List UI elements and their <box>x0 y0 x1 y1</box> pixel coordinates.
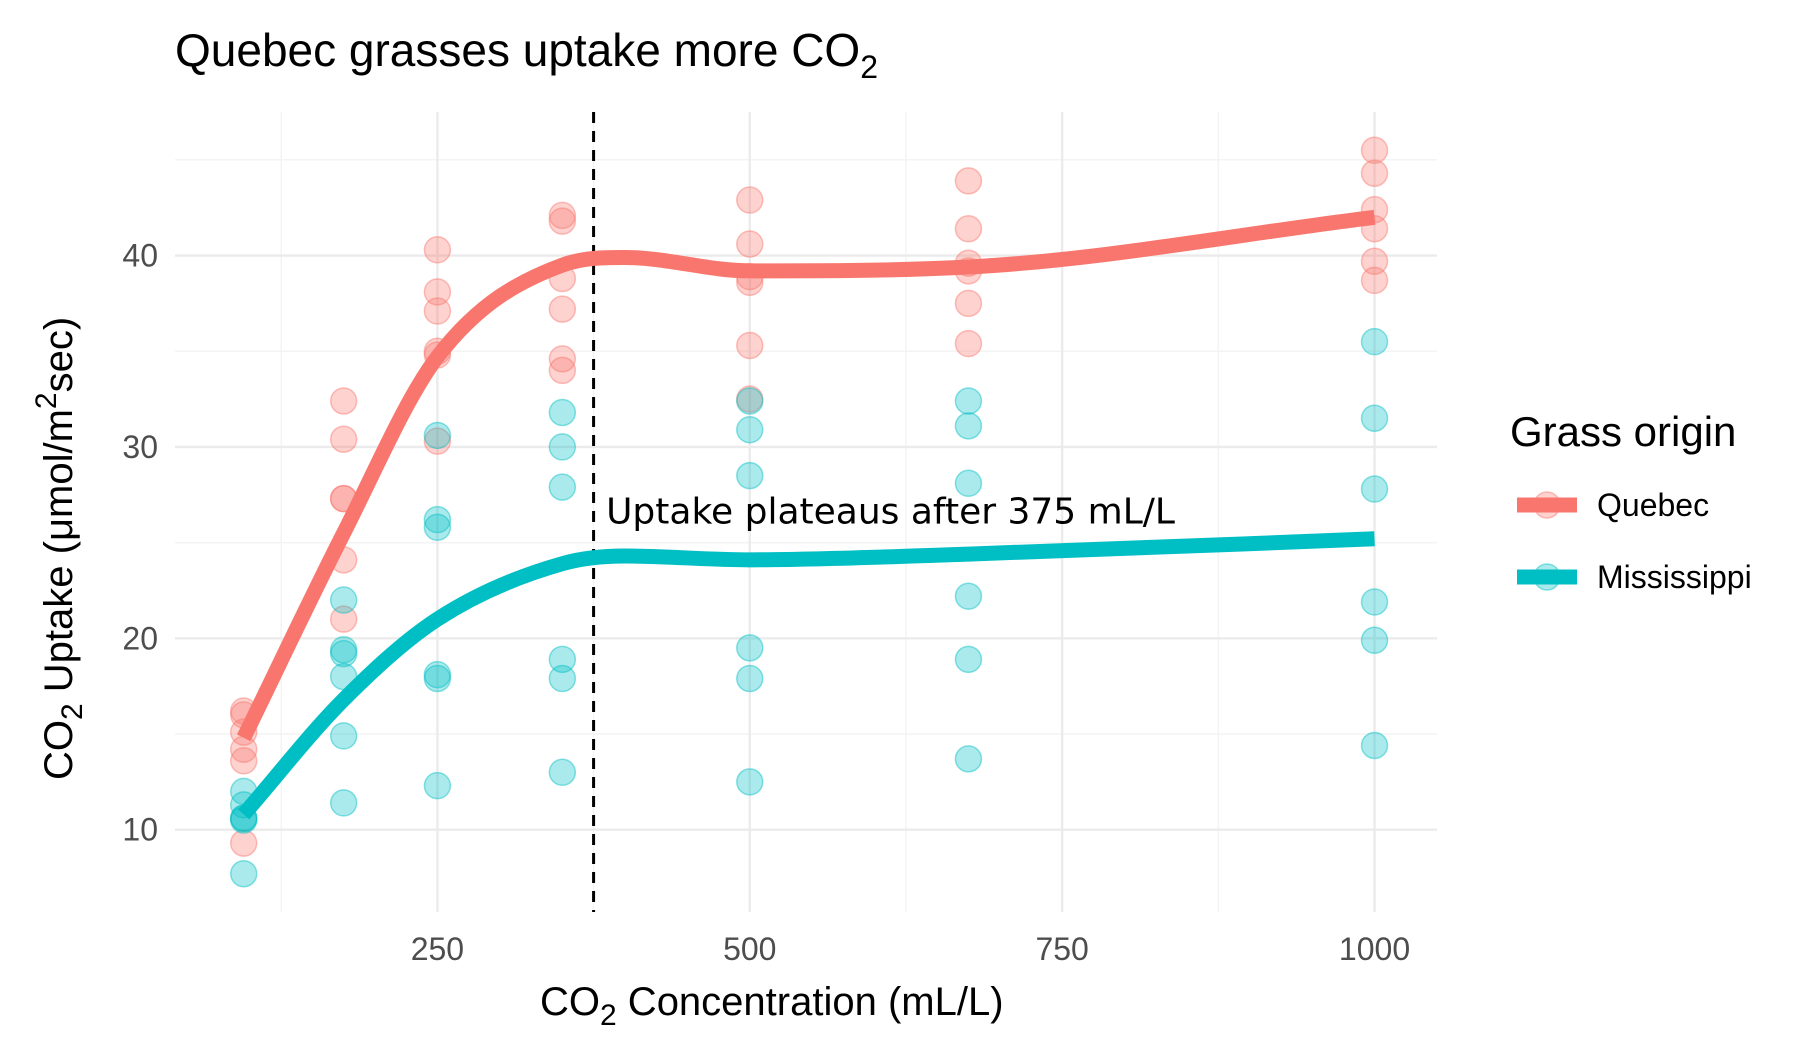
chart-title: Quebec grasses uptake more CO2 <box>175 24 878 85</box>
data-point-mississippi <box>548 433 577 461</box>
data-point-mississippi <box>548 645 577 674</box>
data-point-mississippi <box>423 664 452 693</box>
data-point-quebec <box>1360 159 1389 187</box>
data-point-mississippi <box>548 473 577 501</box>
data-point-quebec <box>736 230 764 258</box>
data-point-mississippi <box>329 722 358 750</box>
smooth-line-mississippi <box>238 531 1375 820</box>
data-point-quebec <box>1360 247 1389 276</box>
data-point-quebec <box>329 425 358 454</box>
data-point-mississippi <box>1360 404 1389 432</box>
data-point-mississippi <box>229 859 258 888</box>
legend-title: Grass origin <box>1510 408 1736 455</box>
data-point-quebec <box>954 214 983 243</box>
data-point-quebec <box>954 329 983 358</box>
data-point-mississippi <box>954 745 983 773</box>
data-point-mississippi <box>423 505 452 534</box>
legend-item-mississippi: Mississippi <box>1517 559 1752 595</box>
data-point-mississippi <box>329 586 358 614</box>
x-tick-label: 250 <box>411 931 464 967</box>
data-point-mississippi <box>954 469 983 498</box>
data-point-mississippi <box>1360 588 1389 616</box>
data-point-mississippi <box>1360 327 1389 356</box>
x-tick-label: 500 <box>723 931 776 967</box>
data-point-mississippi <box>954 645 983 674</box>
data-point-mississippi <box>548 758 577 787</box>
data-point-quebec <box>329 387 358 415</box>
data-point-quebec <box>548 295 577 323</box>
legend-items: Quebec Mississippi <box>1517 487 1752 595</box>
data-point-quebec <box>548 201 577 230</box>
data-point-mississippi <box>736 664 764 693</box>
data-point-mississippi <box>329 789 358 817</box>
data-point-mississippi <box>423 421 452 450</box>
legend-label: Mississippi <box>1597 559 1752 595</box>
data-point-quebec <box>548 207 577 235</box>
data-point-mississippi <box>423 513 452 542</box>
data-point-quebec <box>1360 136 1389 165</box>
data-point-quebec <box>736 331 764 360</box>
data-point-quebec <box>548 356 577 385</box>
data-point-quebec <box>329 605 358 633</box>
x-axis-title: CO2 Concentration (mL/L) <box>540 980 1004 1032</box>
data-point-mississippi <box>548 398 577 427</box>
data-point-quebec <box>423 297 452 325</box>
annotation-plateau: Uptake plateaus after 375 mL/L <box>606 491 1175 532</box>
data-point-quebec <box>229 829 258 857</box>
data-point-mississippi <box>954 412 983 440</box>
data-point-mississippi <box>1360 626 1389 654</box>
data-point-mississippi <box>1360 731 1389 760</box>
x-tick-label: 750 <box>1035 931 1088 967</box>
smooth-layer <box>236 209 1376 820</box>
data-point-mississippi <box>736 415 764 444</box>
legend-label: Quebec <box>1597 487 1709 523</box>
data-point-quebec <box>736 385 764 413</box>
y-tick-label: 30 <box>122 429 158 465</box>
data-point-quebec <box>423 427 452 455</box>
x-tick-label: 1000 <box>1339 931 1410 967</box>
legend-item-quebec: Quebec <box>1517 487 1709 523</box>
data-point-mississippi <box>736 387 764 415</box>
y-tick-label: 10 <box>122 812 158 848</box>
y-tick-label: 20 <box>122 620 158 656</box>
data-point-mississippi <box>736 634 764 662</box>
data-point-mississippi <box>736 461 764 490</box>
data-point-quebec <box>548 345 577 373</box>
data-point-quebec <box>1360 266 1389 295</box>
data-point-mississippi <box>423 660 452 689</box>
data-point-quebec <box>423 278 452 306</box>
data-point-quebec <box>229 747 258 775</box>
y-axis-title: CO2 Uptake (μmol/m2sec) <box>30 317 89 780</box>
smooth-line-quebec <box>236 209 1376 742</box>
data-point-quebec <box>954 167 983 195</box>
x-tick-labels: 250 500 750 1000 <box>411 931 1410 967</box>
data-point-quebec <box>954 289 983 318</box>
data-point-mississippi <box>329 639 358 668</box>
legend: Grass origin Quebec Mississippi <box>1510 408 1752 595</box>
data-point-quebec <box>423 236 452 264</box>
data-point-mississippi <box>423 771 452 800</box>
data-point-mississippi <box>954 387 983 415</box>
y-tick-labels: 10 20 30 40 <box>122 238 158 848</box>
y-tick-label: 40 <box>122 238 158 274</box>
data-point-mississippi <box>329 636 358 664</box>
data-point-mississippi <box>954 582 983 610</box>
data-point-mississippi <box>548 664 577 693</box>
data-point-mississippi <box>736 768 764 796</box>
data-point-mississippi <box>1360 475 1389 503</box>
data-point-quebec <box>736 186 764 214</box>
